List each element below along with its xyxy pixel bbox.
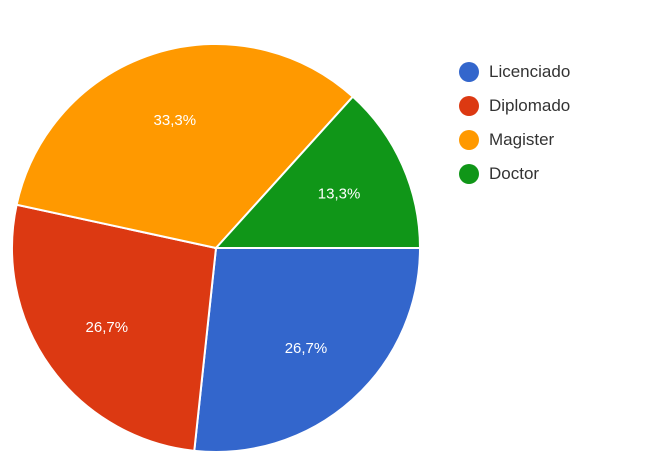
pie-slice-doctor[interactable] [213,95,422,249]
slice-value-label-licenciado: 26,7% [285,340,328,357]
slice-value-label-doctor: 13,3% [318,185,361,202]
legend: Licenciado Diplomado Magister Doctor [459,55,570,191]
pie-slice-labels: 26,7% 26,7% 33,3% 13,3% [86,112,361,357]
legend-swatch-icon [459,62,479,82]
slice-value-label-diplomado: 26,7% [86,319,129,336]
slice-value-label-magister: 33,3% [154,112,197,129]
legend-swatch-icon [459,130,479,150]
legend-item-doctor[interactable]: Doctor [459,157,570,191]
pie-slices [11,43,422,453]
pie-slice-diplomado[interactable] [11,203,218,452]
legend-swatch-icon [459,96,479,116]
legend-item-licenciado[interactable]: Licenciado [459,55,570,89]
legend-swatch-icon [459,164,479,184]
legend-label: Magister [489,130,555,149]
legend-item-magister[interactable]: Magister [459,123,570,157]
pie-slice-magister[interactable] [15,43,355,250]
pie-slice-licenciado[interactable] [193,247,422,453]
legend-label: Doctor [489,164,540,183]
legend-item-diplomado[interactable]: Diplomado [459,89,570,123]
legend-label: Licenciado [489,62,571,81]
legend-label: Diplomado [489,96,571,115]
